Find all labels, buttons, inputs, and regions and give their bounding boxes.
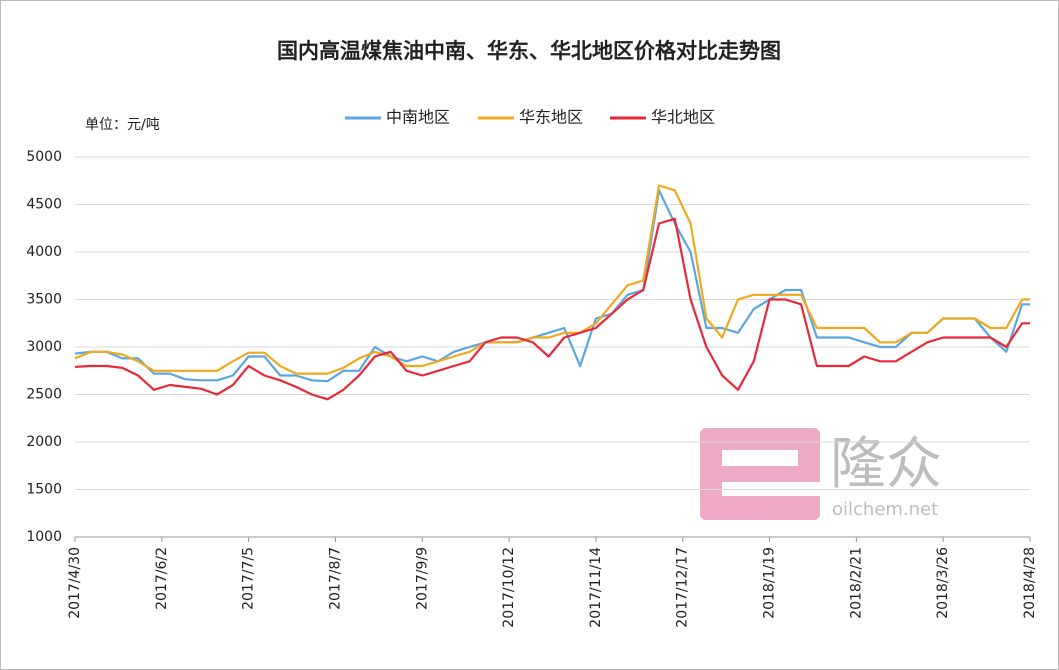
legend-label: 中南地区: [386, 108, 450, 127]
legend-label: 华北地区: [651, 108, 715, 127]
y-tick-label: 1000: [26, 529, 62, 545]
series-line: [74, 189, 1030, 383]
x-tick-label: 2018/1/19: [762, 547, 778, 619]
y-tick-label: 2000: [26, 434, 62, 450]
y-tick-label: 3000: [26, 339, 62, 355]
x-tick-label: 2017/12/17: [675, 547, 691, 628]
y-tick-label: 4000: [26, 244, 62, 260]
watermark-logo-slot: [722, 450, 798, 466]
x-tick-label: 2017/11/14: [588, 547, 604, 628]
y-tick-label: 3500: [26, 292, 62, 308]
legend-label: 华东地区: [519, 108, 583, 127]
x-tick-label: 2017/4/30: [67, 547, 83, 619]
x-tick-label: 2017/6/2: [154, 547, 170, 610]
x-tick-label: 2017/7/5: [241, 547, 257, 610]
series-line: [74, 217, 1030, 401]
y-tick-label: 4500: [26, 197, 62, 213]
series-line: [74, 184, 1030, 375]
watermark: 隆众 oilchem.net: [700, 428, 942, 520]
chart-title: 国内高温煤焦油中南、华东、华北地区价格对比走势图: [277, 39, 781, 63]
watermark-text: 隆众: [830, 432, 942, 497]
x-tick-label: 2017/8/7: [327, 547, 343, 610]
watermark-url: oilchem.net: [832, 499, 938, 520]
unit-label: 单位：元/吨: [85, 117, 160, 133]
x-tick-label: 2017/9/9: [414, 547, 430, 610]
y-tick-label: 5000: [26, 149, 62, 165]
y-tick-label: 1500: [26, 482, 62, 498]
x-tick-label: 2018/2/21: [848, 547, 864, 619]
x-tick-label: 2018/3/26: [935, 547, 951, 619]
x-tick-label: 2018/4/28: [1022, 547, 1038, 619]
x-tick-label: 2017/10/12: [501, 547, 517, 628]
y-tick-label: 2500: [26, 387, 62, 403]
